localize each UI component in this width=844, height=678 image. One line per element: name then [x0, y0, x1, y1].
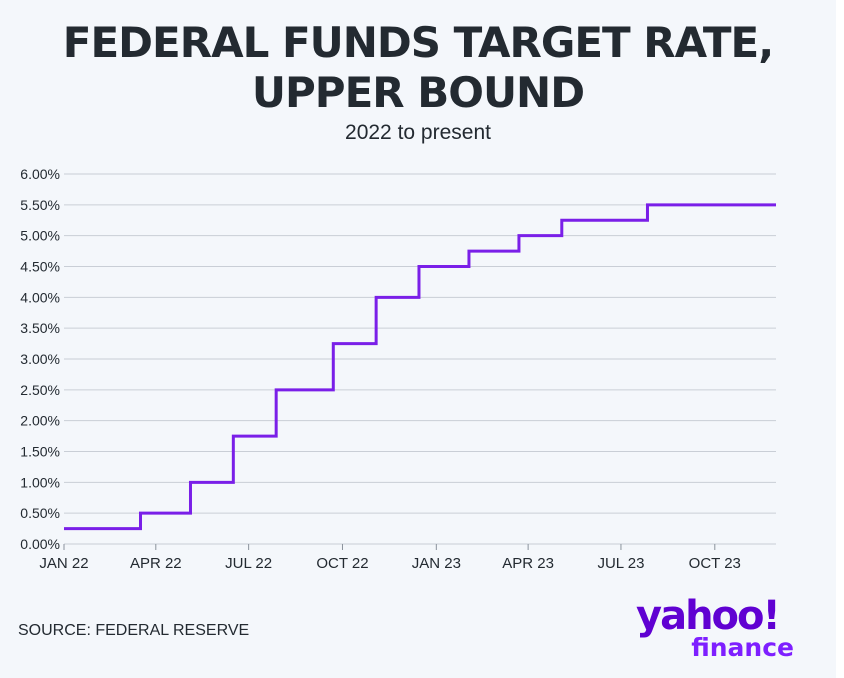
y-tick-label: 5.50% [20, 197, 60, 213]
source-note: SOURCE: FEDERAL RESERVE [18, 622, 250, 639]
chart-title-line-1: FEDERAL FUNDS TARGET RATE, [62, 18, 774, 67]
y-tick-label: 2.00% [20, 413, 60, 429]
x-tick-label: JAN 23 [412, 555, 461, 572]
y-tick-label: 0.00% [20, 536, 60, 552]
y-tick-label: 1.50% [20, 444, 60, 460]
x-tick-label: APR 23 [502, 555, 554, 572]
chart-subtitle: 2022 to present [345, 121, 491, 144]
y-tick-label: 1.00% [20, 474, 60, 490]
y-tick-label: 4.50% [20, 259, 60, 275]
x-tick-label: OCT 23 [689, 555, 741, 572]
yahoo-finance-logo: yahoo! finance [636, 596, 806, 660]
x-tick-label: APR 22 [130, 555, 182, 572]
y-tick-label: 5.00% [20, 228, 60, 244]
rate-series-line [64, 203, 776, 531]
chart-plot: 0.00% 0.50% 1.00% 1.50% 2.00% 2.50% 3.00% 3.50%… [20, 166, 776, 572]
chart-title-line-2: UPPER BOUND [251, 68, 585, 117]
x-tick-label: JUL 22 [225, 555, 272, 572]
y-tick-label: 6.00% [20, 166, 60, 182]
y-tick-label: 3.50% [20, 320, 60, 336]
y-tick-label: 4.00% [20, 289, 60, 305]
x-tick-label: OCT 22 [316, 555, 368, 572]
chart-title: FEDERAL FUNDS TARGET RATE, UPPER BOUND [0, 18, 836, 118]
logo-sub: finance [691, 633, 794, 662]
x-tick-label: JUL 23 [597, 555, 644, 572]
y-tick-label: 0.50% [20, 505, 60, 521]
x-tick-label: JAN 22 [39, 555, 88, 572]
logo-brand: yahoo! [636, 593, 781, 639]
y-tick-label: 3.00% [20, 351, 60, 367]
y-tick-label: 2.50% [20, 382, 60, 398]
